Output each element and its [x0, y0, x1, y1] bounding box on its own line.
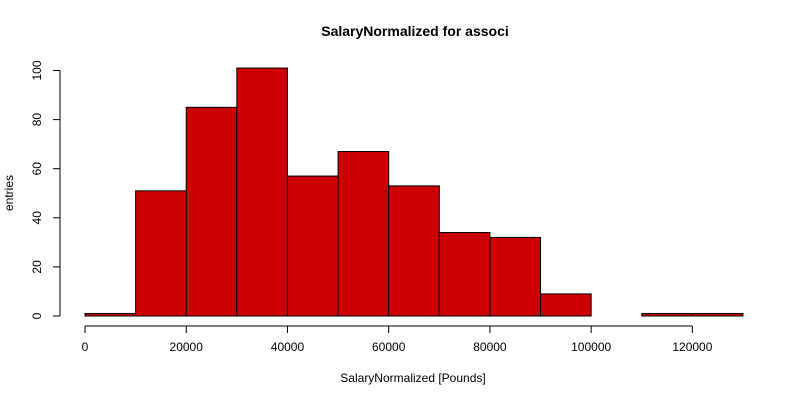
- x-tick-label: 0: [82, 340, 89, 354]
- histogram-bar: [691, 313, 744, 317]
- y-tick-label: 0: [30, 312, 44, 319]
- histogram-bar: [135, 190, 187, 317]
- x-axis: 0 20000 40000 60000 80000 100000 120000: [82, 325, 713, 354]
- histogram-bar: [185, 106, 238, 317]
- y-tick-label: 100: [30, 60, 44, 80]
- histogram-bar: [286, 175, 339, 317]
- y-tick-label: 40: [30, 211, 44, 225]
- histogram-bar: [438, 232, 491, 317]
- x-tick-label: 40000: [271, 340, 305, 354]
- histogram-bar: [641, 313, 693, 317]
- histogram-bar: [540, 293, 592, 317]
- histogram-bar: [337, 151, 390, 317]
- histogram-bar: [489, 236, 542, 317]
- y-tick-label: 60: [30, 162, 44, 176]
- y-tick-label: 80: [30, 113, 44, 127]
- x-tick-label: 80000: [473, 340, 507, 354]
- bars-group: [84, 67, 744, 317]
- chart-title: SalaryNormalized for associ: [321, 23, 509, 39]
- x-tick-label: 100000: [571, 340, 611, 354]
- x-tick-label: 20000: [170, 340, 204, 354]
- histogram-bar: [388, 185, 440, 317]
- y-axis-label: entries: [2, 175, 16, 211]
- histogram-bar: [84, 313, 137, 317]
- histogram-bar: [236, 67, 288, 317]
- x-tick-label: 60000: [372, 340, 406, 354]
- x-tick-label: 120000: [672, 340, 712, 354]
- y-axis: 0 20 40 60 80 100: [30, 60, 61, 319]
- x-axis-label: SalaryNormalized [Pounds]: [340, 371, 485, 385]
- y-tick-label: 20: [30, 260, 44, 274]
